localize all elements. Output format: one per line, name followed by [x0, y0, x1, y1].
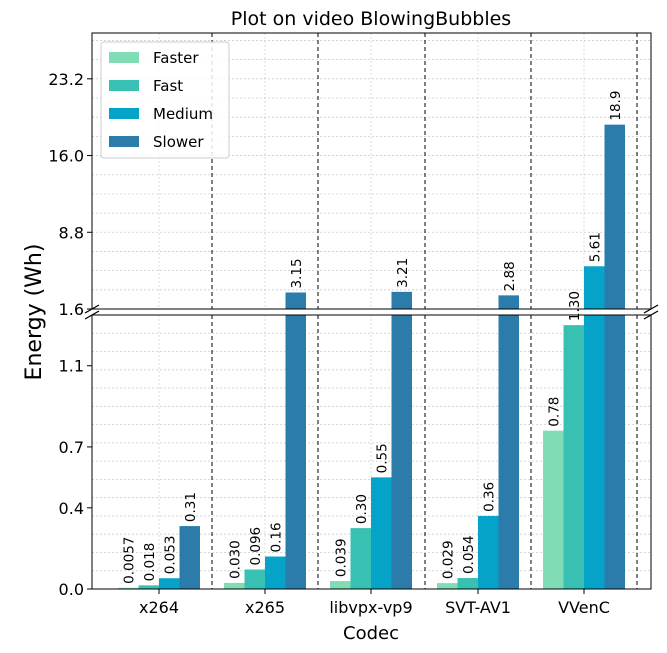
y-axis-label: Energy (Wh): [22, 244, 47, 381]
legend-swatch: [109, 136, 139, 147]
data-label: 0.16: [268, 522, 284, 552]
bar: [244, 569, 265, 589]
x-tick-label: SVT-AV1: [445, 598, 511, 617]
bar: [457, 578, 478, 589]
data-label: 3.15: [289, 258, 305, 288]
legend-swatch: [109, 108, 139, 119]
bar: [498, 315, 519, 589]
axis-break-mark: [643, 304, 659, 314]
x-axis-label: Codec: [343, 623, 399, 644]
bar: [584, 266, 605, 309]
bar: [371, 477, 392, 589]
data-label: 18.9: [608, 91, 624, 121]
data-label: 0.78: [546, 397, 562, 427]
data-label: 0.029: [440, 540, 456, 579]
y-tick-label: 0.7: [59, 438, 84, 457]
x-tick-label: x264: [139, 598, 179, 617]
bar: [224, 582, 245, 589]
x-tick-label: VVenC: [558, 598, 610, 617]
data-label: 0.096: [248, 527, 264, 566]
axis-ticks: 1.6 8.8 16.0 23.2 0.0 0.4 0.7 1.1 x264 x265 libvpx…: [48, 70, 610, 617]
legend-swatch: [109, 80, 139, 91]
data-label: 5.61: [587, 232, 603, 262]
y-tick-label: 0.0: [59, 580, 84, 599]
bar: [478, 515, 499, 589]
bar: [138, 585, 159, 589]
data-label: 2.88: [502, 261, 518, 291]
data-label: 0.053: [162, 536, 178, 575]
data-label: 3.21: [395, 258, 411, 288]
x-tick-label: x265: [245, 598, 285, 617]
legend-entry: Slower: [153, 133, 204, 151]
bar: [604, 315, 625, 589]
bar: [159, 578, 180, 589]
bar: [285, 292, 306, 309]
data-label: 0.054: [461, 535, 477, 574]
bar: [391, 291, 412, 309]
data-label: 0.039: [333, 538, 349, 577]
bar: [285, 315, 306, 589]
bar: [118, 587, 139, 589]
data-label: 0.36: [481, 482, 497, 512]
bar: [604, 124, 625, 309]
bar: [350, 528, 371, 589]
legend: Faster Fast Medium Slower: [100, 41, 230, 159]
y-tick-label: 0.4: [59, 499, 84, 518]
legend-swatch: [109, 52, 139, 63]
y-tick-label: 8.8: [59, 223, 84, 242]
data-label: 0.0057: [121, 537, 137, 584]
axis-break-gap: [91, 310, 652, 314]
legend-entry: Faster: [153, 49, 199, 67]
bar: [584, 315, 605, 589]
upper-axes-frame: [91, 32, 652, 310]
bar: [179, 526, 200, 589]
bar: [543, 430, 564, 589]
legend-box: [100, 41, 230, 159]
data-label: 1.30: [567, 291, 583, 321]
bar: [563, 325, 584, 589]
bars: [118, 124, 625, 589]
bar: [391, 315, 412, 589]
y-tick-label: 23.2: [48, 70, 84, 89]
legend-entry: Medium: [153, 105, 213, 123]
x-tick-label: libvpx-vp9: [329, 598, 412, 617]
legend-entry: Fast: [153, 77, 183, 95]
axes-frame: [84, 32, 659, 590]
y-tick-label: 1.1: [59, 357, 84, 376]
y-tick-label: 16.0: [48, 147, 84, 166]
y-tick-label: 1.6: [59, 300, 84, 319]
axis-break-mark: [84, 310, 100, 320]
bar: [330, 581, 351, 589]
chart-title: Plot on video BlowingBubbles: [231, 8, 511, 30]
data-label: 0.030: [227, 540, 243, 579]
data-label: 0.31: [183, 492, 199, 522]
bar: [437, 583, 458, 589]
data-label: 0.30: [354, 494, 370, 524]
bar: [265, 556, 286, 589]
bar: [498, 295, 519, 309]
data-label: 0.55: [374, 443, 390, 473]
data-labels: 0.0057 0.030 0.039 0.029 0.78 0.018 0.096 0.30 0…: [121, 91, 624, 584]
axis-break-mark: [643, 310, 659, 320]
data-label: 0.018: [142, 543, 158, 582]
